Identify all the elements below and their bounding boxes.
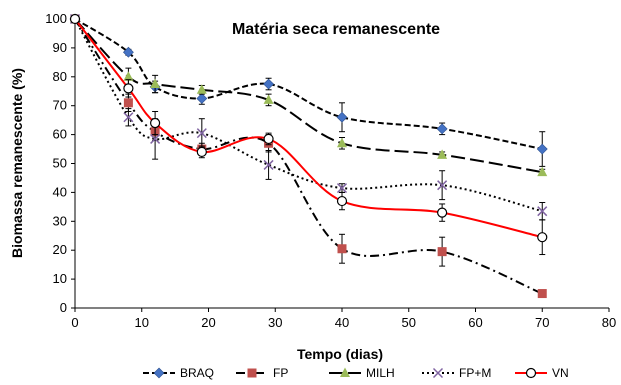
legend-item-vn: VN	[515, 366, 569, 380]
legend-label: FP	[273, 366, 288, 380]
series-vn	[69, 13, 548, 256]
x-tick-label: 30	[268, 315, 282, 330]
data-point	[436, 123, 448, 135]
x-axis-label: Tempo (dias)	[297, 346, 383, 362]
y-tick-label: 50	[53, 156, 67, 171]
data-point	[150, 117, 161, 129]
legend-label: BRAQ	[180, 366, 214, 380]
y-tick-label: 30	[53, 213, 67, 228]
x-tick-label: 0	[71, 315, 78, 330]
x-tick-label: 20	[201, 315, 215, 330]
data-point	[122, 46, 134, 58]
data-point	[336, 111, 348, 123]
data-point	[537, 232, 548, 243]
data-point	[263, 133, 274, 145]
data-point	[150, 78, 161, 89]
data-point	[336, 183, 348, 194]
data-point	[123, 83, 134, 94]
data-point	[337, 244, 347, 254]
data-point	[537, 166, 548, 177]
data-point	[337, 137, 347, 148]
data-point	[196, 93, 208, 104]
data-point	[69, 13, 81, 25]
y-tick-label: 20	[53, 242, 67, 257]
legend-marker	[432, 367, 444, 379]
legend-label: VN	[552, 366, 569, 380]
legend-item-fp: FP	[236, 366, 288, 380]
y-tick-label: 80	[53, 69, 67, 84]
data-point	[196, 146, 207, 158]
x-tick-label: 10	[135, 315, 149, 330]
x-tick-label: 60	[468, 315, 482, 330]
legend: BRAQ FP MILH FP+M VN	[143, 366, 569, 380]
legend-item-fp-m: FP+M	[422, 366, 491, 380]
data-point	[150, 133, 161, 144]
data-point	[196, 128, 207, 139]
data-point	[437, 149, 448, 159]
legend-marker	[247, 368, 257, 378]
y-tick-label: 70	[53, 98, 67, 113]
x-tick-label: 40	[335, 315, 349, 330]
legend-item-milh: MILH	[329, 366, 395, 380]
data-point	[263, 159, 274, 170]
plot-area: 0 10 20 30 40 50 60 70 80 90 100 0 10 20 30 40 50 60 70 80	[45, 11, 616, 330]
legend-label: FP+M	[459, 366, 491, 380]
x-tick-label: 50	[402, 315, 416, 330]
data-point	[536, 143, 548, 155]
y-tick-label: 60	[53, 127, 67, 142]
data-point	[537, 289, 547, 299]
data-point	[123, 112, 134, 123]
series-line	[74, 18, 543, 174]
data-point	[123, 98, 133, 108]
data-point	[196, 84, 207, 94]
data-point	[123, 71, 134, 81]
series-fp-m	[69, 13, 548, 221]
data-point	[336, 195, 348, 207]
legend-item-braq: BRAQ	[143, 366, 214, 380]
y-tick-label: 100	[45, 11, 67, 26]
x-tick-label: 70	[535, 315, 549, 330]
series-line	[74, 18, 543, 295]
series-fp	[70, 14, 547, 299]
data-point	[537, 206, 548, 217]
legend-marker	[525, 367, 537, 379]
data-point	[263, 78, 274, 90]
y-tick-label: 90	[53, 40, 67, 55]
data-point	[263, 94, 274, 104]
legend-marker	[153, 367, 165, 379]
legend-label: MILH	[366, 366, 395, 380]
series-line	[74, 18, 543, 239]
legend-marker	[340, 367, 350, 377]
y-tick-label: 40	[53, 184, 67, 199]
chart-title: Matéria seca remanescente	[232, 21, 440, 38]
series-line	[74, 18, 543, 213]
data-point	[437, 247, 447, 257]
data-point	[437, 180, 448, 191]
data-point	[437, 207, 448, 218]
y-axis-label: Biomassa remanescente (%)	[9, 68, 25, 258]
y-tick-label: 10	[53, 271, 67, 286]
x-tick-label: 80	[602, 315, 616, 330]
y-tick-label: 0	[60, 300, 67, 315]
